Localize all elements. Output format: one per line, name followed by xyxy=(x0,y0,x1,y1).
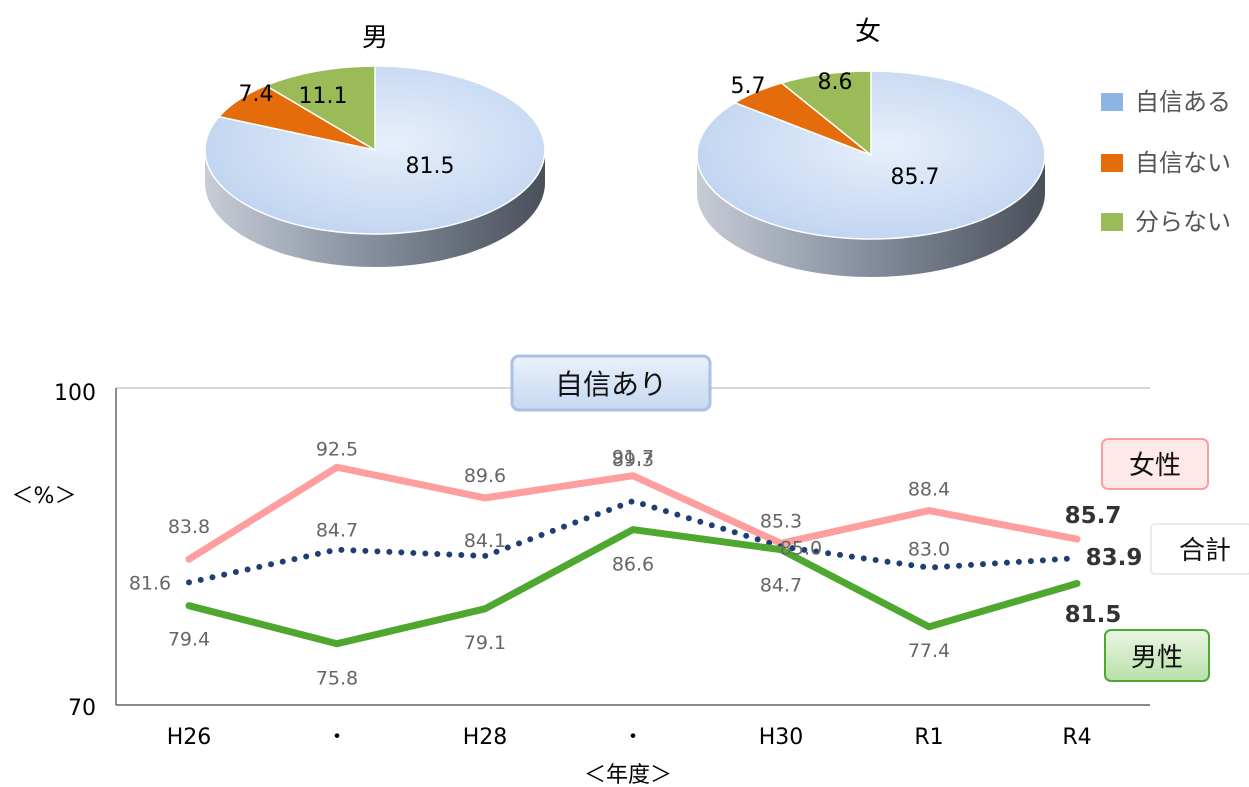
point-label-total: 83.0 xyxy=(908,539,950,561)
point-label-total: 85.0 xyxy=(780,538,822,560)
point-label-male: 79.4 xyxy=(168,629,210,651)
legend-swatch-unknown xyxy=(1101,213,1123,231)
x-tick-label: R1 xyxy=(914,725,943,750)
legend-swatch-not-confident xyxy=(1101,154,1123,172)
point-label-male: 79.1 xyxy=(464,632,506,654)
point-label-total: 84.1 xyxy=(464,530,506,552)
x-tick-label: H26 xyxy=(167,725,212,750)
series-box-female xyxy=(1101,438,1209,490)
series-line-male xyxy=(185,526,1081,648)
point-label-male: 75.8 xyxy=(316,668,358,690)
legend-swatch-confident xyxy=(1101,93,1123,111)
pie-male-label-not-confident: 7.4 xyxy=(239,82,274,107)
point-label-total: 81.6 xyxy=(129,572,171,594)
series-label-female: 女性 xyxy=(1129,451,1181,481)
end-value-male: 81.5 xyxy=(1065,602,1122,628)
pie-male-side xyxy=(205,150,545,267)
end-value-female: 85.7 xyxy=(1065,503,1122,529)
series-label-total: 合計 xyxy=(1179,536,1231,566)
x-tick-label: ・ xyxy=(622,725,644,750)
pie-male-slice-unknown xyxy=(264,65,376,152)
point-label-female: 91.7 xyxy=(612,447,654,469)
series-box-total xyxy=(1150,523,1249,575)
point-label-total: 89.3 xyxy=(612,449,654,471)
x-tick-label: H30 xyxy=(759,725,804,750)
series-line-total xyxy=(186,498,1080,586)
pie-female-side xyxy=(697,155,1045,277)
point-label-male: 86.6 xyxy=(612,554,654,576)
line-chart-title-box xyxy=(510,354,712,412)
pie-female-slice-unknown xyxy=(779,70,872,157)
point-label-total: 84.7 xyxy=(316,520,358,542)
pie-male-title: 男 xyxy=(362,23,388,53)
y-axis-label: ＜%＞ xyxy=(12,484,77,509)
point-label-male: 77.4 xyxy=(908,640,950,662)
point-label-female: 88.4 xyxy=(908,479,950,501)
line-chart: 100 70 ＜%＞ ＜年度＞ H26 ・ H28 ・ H30 R1 R4 自信あり 83.… xyxy=(12,354,1249,787)
point-label-female: 92.5 xyxy=(316,438,358,460)
pie-female-label-unknown: 8.6 xyxy=(818,70,853,95)
x-axis-label: ＜年度＞ xyxy=(584,763,672,787)
x-tick-label: H28 xyxy=(463,725,508,750)
point-label-female: 85.3 xyxy=(760,510,802,532)
legend-label-not-confident: 自信ない xyxy=(1135,149,1231,177)
pie-male: 男 81.5 7.4 11.1 xyxy=(204,23,546,267)
y-tick-100: 100 xyxy=(54,381,96,406)
legend-label-confident: 自信ある xyxy=(1135,88,1231,116)
y-tick-70: 70 xyxy=(68,696,96,721)
point-label-female: 83.8 xyxy=(168,516,210,538)
pie-male-label-confident: 81.5 xyxy=(406,154,455,179)
series-box-male xyxy=(1104,629,1210,682)
pie-legend: 自信ある 自信ない 分らない xyxy=(1101,88,1231,236)
pie-female: 女 85.7 5.7 8.6 xyxy=(696,17,1046,277)
line-chart-title: 自信あり xyxy=(555,368,667,401)
point-label-female: 89.6 xyxy=(464,465,506,487)
pie-male-label-unknown: 11.1 xyxy=(299,84,348,109)
pie-female-title: 女 xyxy=(855,17,881,47)
end-value-total: 83.9 xyxy=(1086,545,1143,571)
series-label-male: 男性 xyxy=(1131,643,1183,673)
x-tick-label: R4 xyxy=(1062,725,1091,750)
series-line-female xyxy=(185,463,1081,563)
pie-female-label-confident: 85.7 xyxy=(891,165,940,190)
x-tick-label: ・ xyxy=(326,725,348,750)
legend-label-unknown: 分らない xyxy=(1135,208,1231,236)
point-label-male: 84.7 xyxy=(760,575,802,597)
pie-female-label-not-confident: 5.7 xyxy=(731,74,766,99)
